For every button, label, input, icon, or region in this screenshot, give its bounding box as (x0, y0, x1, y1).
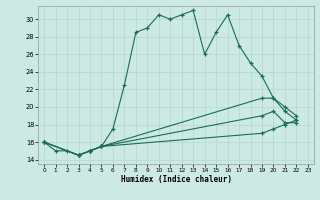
X-axis label: Humidex (Indice chaleur): Humidex (Indice chaleur) (121, 175, 231, 184)
